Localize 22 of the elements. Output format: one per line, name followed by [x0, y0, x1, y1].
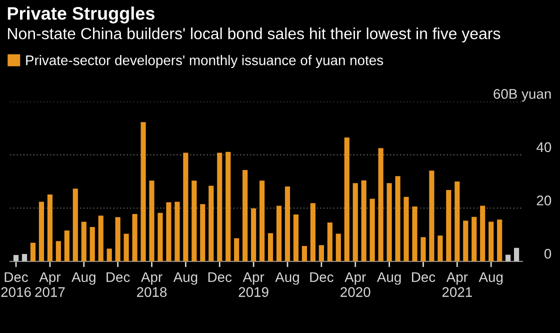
x-tick-label: Dec [106, 272, 130, 282]
y-tick-label: 0 [544, 248, 552, 259]
x-tick-label: Aug [173, 272, 198, 285]
x-tick-label: Aug [478, 272, 503, 285]
x-tick-label: Apr 2018 [137, 272, 167, 297]
x-tick-label: Dec [208, 272, 232, 282]
x-tick-label: Apr 2017 [35, 272, 65, 297]
chart-subtitle: Non-state China builders' local bond sales hit their lowest in five years [8, 28, 500, 42]
x-tick-label: Dec [310, 272, 334, 282]
x-tick-label: Aug [72, 272, 96, 285]
x-tick-label: Aug [376, 272, 401, 285]
y-tick-label: 40 [536, 142, 552, 152]
x-tick-label: Apr 2020 [340, 272, 370, 297]
chart-title: Private Struggles [8, 6, 154, 24]
y-tick-label: 20 [536, 196, 552, 206]
y-tick-label: 60B yuan [494, 88, 551, 102]
legend-label: Private-sector developers' monthly issuance of yuan notes [26, 55, 384, 68]
x-tick-label: Aug [275, 272, 299, 285]
x-tick-label: Dec [412, 272, 436, 282]
x-tick-label: Apr 2021 [442, 272, 472, 297]
x-tick-label: Apr 2019 [238, 272, 268, 297]
x-tick-label: Dec 2016 [1, 272, 31, 297]
